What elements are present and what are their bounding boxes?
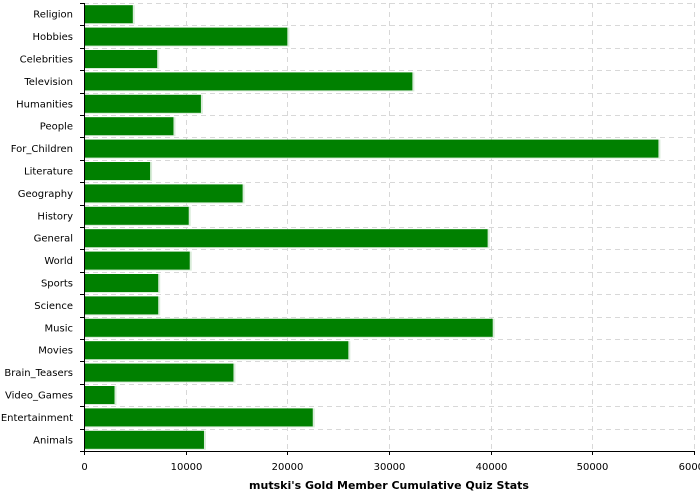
category-label: Religion (33, 10, 73, 21)
bar-television (85, 72, 413, 91)
bar-video-games (85, 386, 115, 404)
category-label: For_Children (11, 144, 73, 155)
bar-movies (85, 341, 349, 360)
category-label: History (37, 211, 73, 222)
category-label: Science (34, 301, 73, 312)
x-tick-label: 30000 (374, 462, 406, 473)
category-label: Video_Games (5, 391, 73, 402)
bar-for-children (85, 139, 659, 158)
x-tick-label: 50000 (577, 462, 609, 473)
category-label: Hobbies (33, 32, 73, 43)
category-label: Celebrities (20, 55, 73, 66)
bar-people (85, 117, 174, 136)
bar-world (85, 251, 190, 270)
x-tick-label: 0 (81, 462, 87, 473)
bar-hobbies (85, 27, 288, 46)
bar-animals (85, 430, 204, 449)
bar-science (85, 296, 159, 315)
category-label: Geography (18, 189, 73, 200)
category-labels: Religion Hobbies Celebrities Television Huma… (1, 3, 84, 452)
category-label: Entertainment (1, 413, 73, 424)
category-label: World (44, 256, 73, 267)
category-label: Movies (38, 346, 73, 357)
category-label: General (34, 234, 73, 245)
bar-history (85, 206, 189, 225)
category-label: Sports (41, 279, 73, 290)
category-label: People (40, 122, 73, 133)
bar-celebrities (85, 50, 158, 68)
category-label: Television (23, 77, 73, 88)
bar-sports (85, 274, 159, 292)
bar-humanities (85, 94, 201, 113)
x-tick-label: 10000 (171, 462, 203, 473)
category-label: Animals (33, 435, 73, 446)
category-label: Music (45, 323, 73, 334)
bars (85, 5, 661, 450)
bar-entertainment (85, 408, 313, 427)
bar-general (85, 229, 488, 248)
bar-brain-teasers (85, 363, 234, 382)
x-tick-label: 60000 (679, 462, 700, 473)
x-tick-labels: 0 10000 20000 30000 40000 50000 60000 (81, 451, 700, 473)
x-axis-title: mutski's Gold Member Cumulative Quiz Sta… (249, 479, 529, 492)
bar-religion (85, 5, 133, 24)
category-label: Humanities (16, 99, 73, 110)
bar-music (85, 318, 493, 337)
grid-lines (84, 3, 695, 452)
bar-literature (85, 162, 151, 180)
bar-geography (85, 184, 243, 203)
category-label: Literature (24, 167, 73, 178)
x-tick-label: 20000 (272, 462, 304, 473)
category-label: Brain_Teasers (4, 368, 73, 379)
x-tick-label: 40000 (476, 462, 508, 473)
